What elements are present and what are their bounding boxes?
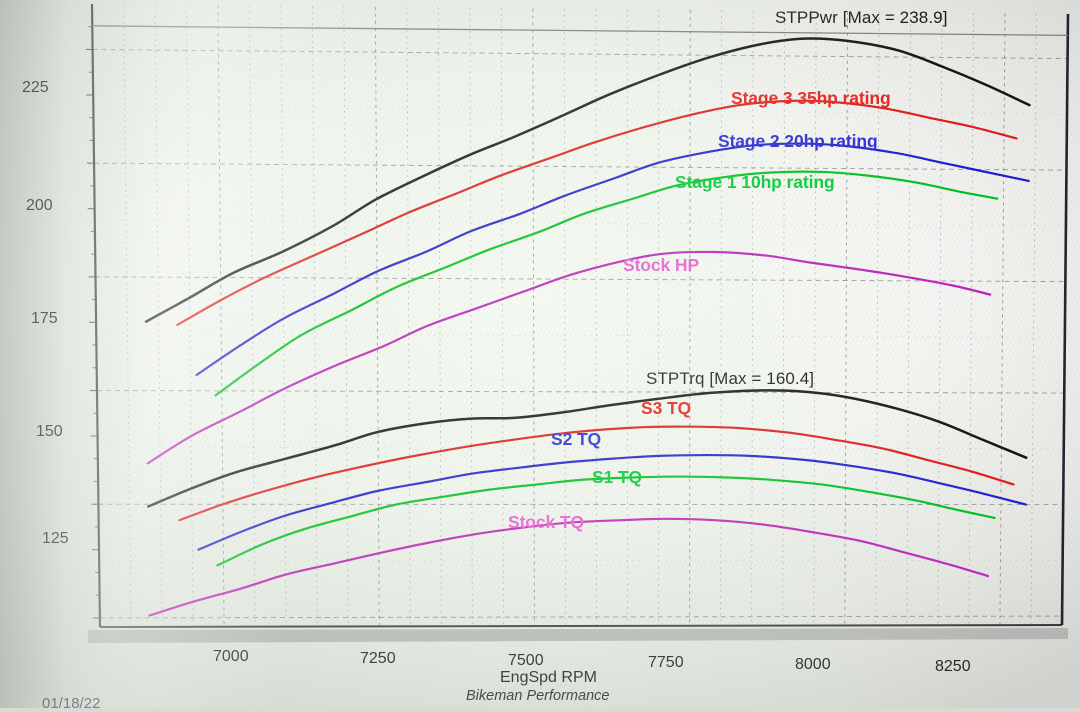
x-tick-7000: 7000 [213,648,249,666]
x-tick-7750: 7750 [648,654,684,672]
x-tick-7500: 7500 [508,652,544,670]
y-tick-200: 200 [26,197,53,215]
y-tick-125: 125 [42,530,69,548]
y-tick-150: 150 [36,423,63,441]
y-tick-225: 225 [22,79,49,97]
x-axis-label: EngSpd RPM [500,669,597,687]
x-tick-8250: 8250 [935,658,971,676]
date-stamp: 01/18/22 [42,695,100,712]
y-tick-175: 175 [31,310,58,328]
x-tick-7250: 7250 [360,650,396,668]
x-tick-8000: 8000 [795,656,831,674]
chart-subtitle: Bikeman Performance [466,688,609,704]
